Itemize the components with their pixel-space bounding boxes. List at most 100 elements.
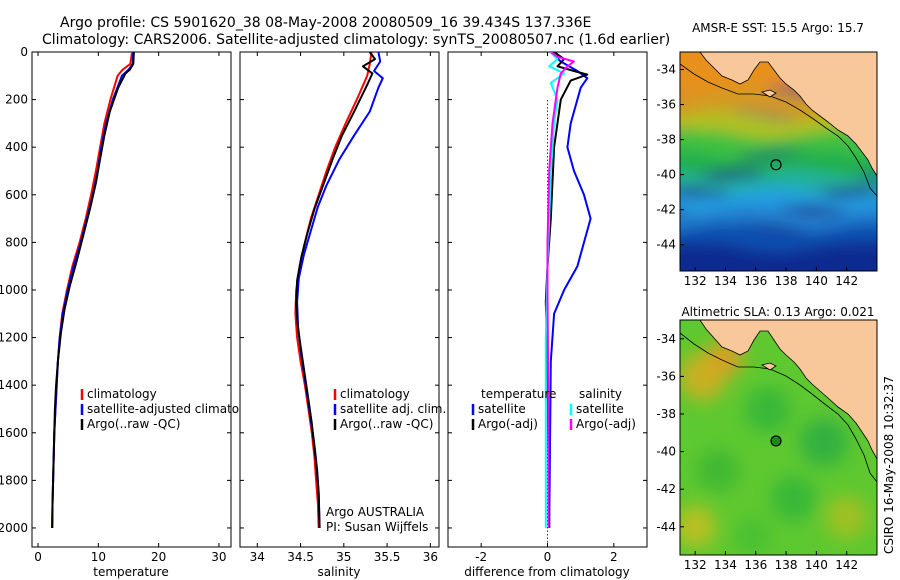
legend-entry: climatology	[340, 387, 410, 401]
x-tick-label: 134	[714, 274, 737, 288]
y-tick-label: -40	[656, 445, 676, 459]
sla-anomaly-blob	[825, 496, 868, 539]
x-tick-label: 34.5	[287, 550, 314, 564]
sst-band	[680, 242, 877, 271]
x-tick-label: 20	[151, 550, 166, 564]
x-tick-label: 132	[684, 558, 707, 572]
x-tick-label: 30	[211, 550, 226, 564]
x-tick-label: 132	[684, 274, 707, 288]
sla-anomaly-blob	[745, 387, 791, 433]
x-tick-label: 136	[744, 558, 767, 572]
series-line-argo-raw-qc-	[51, 52, 135, 529]
y-tick-label: 200	[5, 93, 28, 107]
y-tick-label: -34	[656, 332, 676, 346]
y-tick-label: 400	[5, 140, 28, 154]
legend-entry: Argo(-adj)	[478, 417, 538, 431]
y-tick-label: -42	[656, 482, 676, 496]
sla-map-title: Altimetric SLA: 0.13 Argo: 0.021	[681, 305, 874, 319]
y-tick-label: 0	[20, 45, 28, 59]
sla-depth-contour	[680, 332, 877, 483]
x-tick-label: 10	[91, 550, 106, 564]
y-tick-label: -34	[656, 63, 676, 77]
x-tick-label: 138	[775, 274, 798, 288]
x-tick-label: 138	[775, 558, 798, 572]
sla-anomaly-blob	[770, 475, 817, 522]
legend-entry: satellite adj. clim.	[340, 402, 446, 416]
sst-map-title: AMSR-E SST: 15.5 Argo: 15.7	[692, 21, 864, 35]
y-tick-label: 1000	[0, 283, 28, 297]
x-tick-label: 136	[744, 274, 767, 288]
x-tick-label: 142	[835, 274, 858, 288]
argo-position-marker	[770, 159, 782, 171]
sst-depth-contour	[680, 63, 877, 197]
series-line-salinity-argo-adj-	[546, 52, 575, 529]
x-tick-label: 134	[714, 558, 737, 572]
y-tick-label: -38	[656, 133, 676, 147]
sla-anomaly-blob	[680, 505, 717, 548]
x-tick-label: 0	[544, 550, 552, 564]
x-tick-label: 35	[336, 550, 351, 564]
y-tick-label: 2000	[0, 521, 28, 535]
y-tick-label: 1200	[0, 331, 28, 345]
legend-entry: satellite	[576, 402, 624, 416]
sla-anomaly-field	[680, 339, 868, 555]
figure-title-line1: Argo profile: CS 5901620_38 08-May-2008 …	[60, 15, 591, 31]
y-tick-label: -40	[656, 168, 676, 182]
x-tick-label: 34	[250, 550, 265, 564]
y-tick-label: 600	[5, 188, 28, 202]
sla-anomaly-blob	[696, 449, 740, 492]
x-tick-label: 2	[610, 550, 618, 564]
temperature-panel: 0 10 20 30 0 200 400 600 800 1000 1200 1400 1600 1800…	[0, 45, 265, 579]
sst-island	[760, 89, 777, 98]
y-tick-label: -44	[656, 520, 676, 534]
x-tick-label: 0	[34, 550, 42, 564]
y-tick-label: 1800	[0, 473, 28, 487]
y-tick-label: 1400	[0, 378, 28, 392]
y-tick-label: -36	[656, 369, 676, 383]
sst-band	[680, 170, 877, 197]
y-tick-label: 1600	[0, 426, 28, 440]
y-tick-label: -42	[656, 203, 676, 217]
sst-map-panel: AMSR-E SST: 15.5 Argo: 15.7 132 134 136 138…	[656, 21, 878, 288]
sst-band	[680, 204, 877, 233]
temperature-axes	[31, 51, 232, 548]
salinity-axes	[239, 51, 440, 548]
x-tick-label: 142	[835, 558, 858, 572]
sla-anomaly-blob	[799, 418, 849, 467]
legend-entry: Argo(..raw -QC)	[87, 417, 180, 431]
attribution-line2: PI: Susan Wijffels	[326, 520, 428, 534]
x-tick-label: -2	[475, 550, 487, 564]
sla-island	[760, 362, 777, 371]
legend-entry: Argo(..raw -QC)	[340, 417, 433, 431]
difference-xlabel: difference from climatology	[464, 565, 630, 579]
x-tick-label: 36	[423, 550, 438, 564]
salinity-panel: 34 34.5 35 35.5 36 salinity climatologysatel…	[239, 51, 446, 579]
y-tick-label: -36	[656, 98, 676, 112]
salinity-xlabel: salinity	[317, 565, 360, 579]
x-tick-label: 35.5	[374, 550, 401, 564]
sla-anomaly-blob	[734, 518, 771, 555]
sst-map-axes	[679, 51, 878, 272]
series-line-salinity-satellite	[544, 52, 566, 528]
legend-group-title: salinity	[579, 387, 622, 401]
argo-position-marker	[770, 435, 782, 447]
y-tick-label: -38	[656, 407, 676, 421]
sst-band	[680, 150, 877, 180]
legend-entry: climatology	[87, 387, 157, 401]
legend-group-title: temperature	[481, 387, 556, 401]
sst-land	[699, 52, 877, 177]
x-tick-label: 140	[805, 558, 828, 572]
y-tick-label: 800	[5, 235, 28, 249]
sla-map-axes	[679, 319, 878, 556]
legend-entry: satellite-adjusted climatology	[87, 402, 265, 416]
series-line-argo-raw-qc-	[295, 52, 376, 529]
x-tick-label: 140	[805, 274, 828, 288]
credit-text: CSIRO 16-May-2008 10:32:37	[882, 376, 896, 554]
legend-entry: Argo(-adj)	[576, 417, 636, 431]
y-tick-label: -44	[656, 238, 676, 252]
figure-title-line2: Climatology: CARS2006. Satellite-adjuste…	[42, 32, 670, 48]
series-line-temperature-satellite	[548, 52, 592, 529]
difference-panel: -2 0 2 difference from climatology tempera…	[447, 51, 648, 579]
legend-entry: satellite	[478, 402, 526, 416]
